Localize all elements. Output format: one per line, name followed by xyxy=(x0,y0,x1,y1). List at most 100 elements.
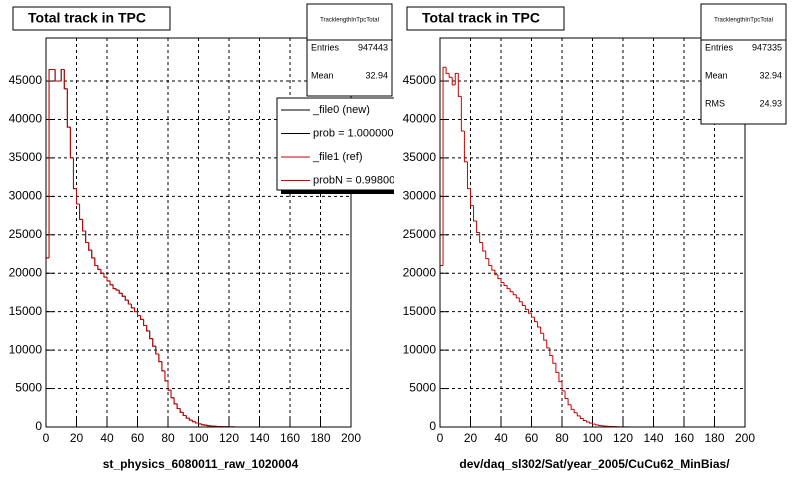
y-tick-label: 25000 xyxy=(9,227,43,241)
chart-title: Total track in TPC xyxy=(422,10,540,26)
histogram-bin xyxy=(524,305,529,310)
histogram-bin xyxy=(454,72,459,85)
histogram-bin xyxy=(191,420,196,423)
histogram-bin xyxy=(201,423,205,426)
legend-box xyxy=(276,97,394,191)
histogram-bin xyxy=(552,355,556,364)
histogram-bin xyxy=(488,258,492,267)
y-tick-label: 15000 xyxy=(9,304,43,318)
histogram-bin xyxy=(598,424,602,426)
y-tick-label: 40000 xyxy=(403,112,437,126)
histogram-bin xyxy=(518,297,523,303)
histogram-bin xyxy=(463,131,468,163)
histogram-bin xyxy=(133,307,138,313)
histogram-bin xyxy=(537,321,541,328)
y-tick-label: 0 xyxy=(429,419,436,433)
histogram-bin xyxy=(161,361,165,372)
x-tick-label: 60 xyxy=(525,431,539,445)
histogram-bin xyxy=(445,67,450,74)
histogram-bin xyxy=(509,288,514,293)
histogram-bin xyxy=(592,423,596,425)
chart-title: Total track in TPC xyxy=(28,10,146,26)
histogram-bin xyxy=(588,422,593,424)
y-tick-label: 30000 xyxy=(403,189,437,203)
x-tick-label: 120 xyxy=(613,431,633,445)
histogram-bin xyxy=(482,242,486,252)
y-tick-label: 10000 xyxy=(403,342,437,356)
histogram-bin xyxy=(567,398,572,406)
histogram-bin xyxy=(466,161,471,190)
histogram-bin xyxy=(115,288,120,291)
y-tick-label: 20000 xyxy=(403,265,437,279)
histogram-bin xyxy=(106,277,111,282)
histogram-bin xyxy=(130,303,135,309)
histogram-bin xyxy=(97,265,101,270)
histogram-bin xyxy=(555,363,559,373)
y-tick-label: 35000 xyxy=(9,150,43,164)
x-tick-label: 120 xyxy=(219,431,239,445)
x-tick-label: 0 xyxy=(437,431,444,445)
histogram-bin xyxy=(570,404,575,410)
histogram-bin xyxy=(152,338,156,347)
histogram-bin xyxy=(595,424,599,426)
histogram-bin xyxy=(127,300,132,305)
x-tick-label: 0 xyxy=(43,431,50,445)
histogram-bin xyxy=(531,313,535,318)
stats-label: Entries xyxy=(311,42,340,52)
stats-label: Mean xyxy=(311,70,334,80)
histogram-bin xyxy=(585,420,590,423)
histogram-bin xyxy=(476,220,480,233)
histogram-bin xyxy=(442,66,447,266)
histogram-bin xyxy=(188,418,193,421)
histogram-bin xyxy=(512,291,517,296)
histogram-bin xyxy=(109,280,114,286)
histogram-bin xyxy=(497,274,501,280)
histogram-bin xyxy=(103,273,107,278)
histogram-bin xyxy=(88,242,92,251)
x-tick-label: 200 xyxy=(735,431,755,445)
histogram-bin xyxy=(185,415,190,419)
histogram-bin xyxy=(457,73,462,97)
y-tick-label: 35000 xyxy=(403,150,437,164)
y-tick-label: 45000 xyxy=(403,73,437,87)
stats-name: TracklengthInTpcTotal xyxy=(714,18,773,24)
stats-value: 24.93 xyxy=(759,98,782,108)
histogram-bin xyxy=(460,96,465,132)
histogram-bin xyxy=(121,293,126,297)
histogram-bin xyxy=(164,370,168,382)
histogram-bin xyxy=(146,325,150,332)
x-tick-label: 180 xyxy=(704,431,724,445)
histogram-bin xyxy=(194,421,199,424)
histogram-bin xyxy=(173,397,178,405)
histogram-bin xyxy=(500,278,505,283)
histogram-bin xyxy=(549,347,553,357)
histogram-bin xyxy=(48,69,53,258)
y-tick-label: 20000 xyxy=(9,265,43,279)
histogram-bin xyxy=(176,403,181,410)
histogram-bin xyxy=(60,69,65,82)
histogram-bin xyxy=(76,188,80,205)
stats-box xyxy=(700,3,787,125)
y-tick-label: 5000 xyxy=(409,381,436,395)
histogram-bin xyxy=(546,340,550,349)
histogram-bin xyxy=(540,327,544,334)
stats-box xyxy=(306,3,393,97)
legend-label: _file0 (new) xyxy=(312,104,370,116)
histogram-bin xyxy=(543,333,547,341)
histogram-bin xyxy=(506,285,511,290)
panel: 0 5000 10000 15000 20000 25000 30000 35000 40000… xyxy=(403,3,787,471)
histogram-bin xyxy=(112,284,117,290)
histogram-bin xyxy=(485,250,489,260)
y-tick-label: 40000 xyxy=(9,112,43,126)
x-axis-label: st_physics_6080011_raw_1020004 xyxy=(103,457,299,471)
histogram-bin xyxy=(72,157,77,190)
histogram-bin xyxy=(124,296,129,301)
histogram-bin xyxy=(470,188,474,207)
x-tick-label: 20 xyxy=(464,431,478,445)
stats-value: 32.94 xyxy=(759,70,782,80)
panel: 0 5000 10000 15000 20000 25000 30000 35000 40000… xyxy=(9,3,394,471)
x-tick-label: 160 xyxy=(280,431,300,445)
histogram-bin xyxy=(527,309,532,314)
x-tick-label: 140 xyxy=(643,431,663,445)
